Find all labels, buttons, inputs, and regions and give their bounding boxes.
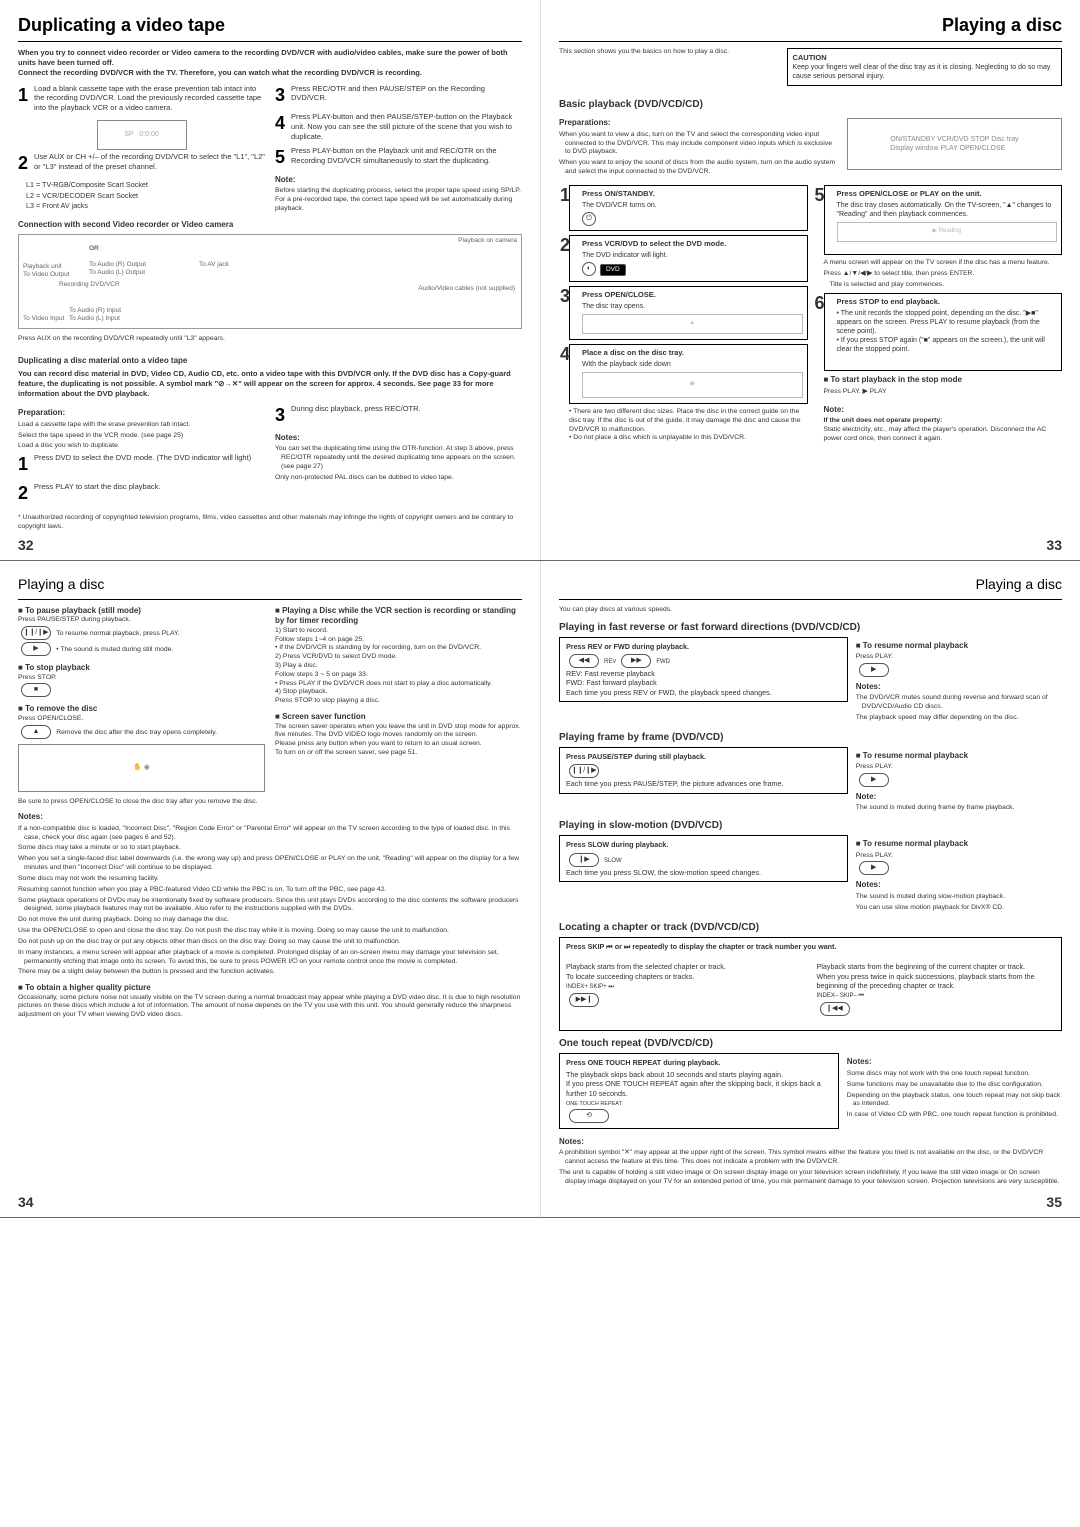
vcrdvd-icon: ◐ (582, 262, 596, 276)
intro-text: When you try to connect video recorder o… (18, 48, 522, 77)
connection-heading: Connection with second Video recorder or… (18, 220, 522, 230)
play-icon: ▶ (859, 663, 889, 677)
play-icon: ▶ (859, 773, 889, 787)
remove-disc-block: To remove the disc Press OPEN/CLOSE. ▲ R… (18, 704, 265, 791)
page-number: 32 (18, 536, 34, 554)
dup-body: You can record disc material in DVD, Vid… (18, 369, 522, 398)
page-number: 33 (1046, 536, 1062, 554)
p35-bottom-notes-label: Notes: (559, 1137, 1062, 1147)
reading-display-diagram: ▶ Reading (837, 222, 1058, 242)
onstandby-icon: ⏻ (582, 212, 596, 226)
lead-text: This section shows you the basics on how… (559, 48, 779, 92)
stop-block: To stop playback Press STOP. ■ (18, 663, 265, 698)
p34-notes-label: Notes: (18, 812, 522, 822)
scart-list: L1 = TV-RGB/Composite Scart Socket L2 = … (26, 180, 265, 210)
stop-mode-heading: ■ To start playback in the stop mode (824, 375, 1063, 385)
rev-icon: ◀◀ (569, 654, 599, 668)
prep-step-2: 2 Press PLAY to start the disc playback. (18, 482, 265, 505)
prep-notes-label: Notes: (275, 433, 522, 443)
step-panel-6: 6 Press STOP to end playback. • The unit… (824, 293, 1063, 371)
disc-remove-diagram: ✋ ◉ (18, 744, 265, 792)
p33-note-body: Static electricity, etc., may affect the… (824, 426, 1063, 444)
page-number: 35 (1046, 1193, 1062, 1211)
basic-playback-heading: Basic playback (DVD/VCD/CD) (559, 98, 1062, 111)
fast-rev-fwd-heading: Playing in fast reverse or fast forward … (559, 621, 1062, 634)
slow-panel: Press SLOW during playback. ❙▶ SLOW Each… (559, 835, 848, 882)
copyright-disclaimer: * Unauthorized recording of copyrighted … (18, 514, 522, 532)
close-tray-note: Be sure to press OPEN/CLOSE to close the… (18, 798, 265, 807)
play-icon: ▶ (21, 642, 51, 656)
step-3: 3 Press REC/OTR and then PAUSE/STEP on t… (275, 84, 522, 107)
unit-front-diagram: ON/STANDBY VCR/DVD STOP Disc tray Displa… (847, 118, 1062, 170)
step-panel-2: 2 Press VCR/DVD to select the DVD mode. … (569, 235, 808, 282)
page-34: Playing a disc To pause playback (still … (0, 561, 540, 1217)
page-33: Playing a disc This section shows you th… (540, 0, 1080, 560)
prep-step-1: 1 Press DVD to select the DVD mode. (The… (18, 453, 265, 476)
page-title: Playing a disc (18, 575, 522, 593)
frame-by-frame-heading: Playing frame by frame (DVD/VCD) (559, 731, 1062, 744)
step-panel-5: 5 Press OPEN/CLOSE or PLAY on the unit. … (824, 185, 1063, 255)
slow-motion-heading: Playing in slow-motion (DVD/VCD) (559, 819, 1062, 832)
preparations-label: Preparations: (559, 118, 839, 128)
one-touch-heading: One touch repeat (DVD/VCD/CD) (559, 1037, 1062, 1050)
prep-step-3: 3 During disc playback, press REC/OTR. (275, 404, 522, 427)
pause-step-icon: ❙❙/❙▶ (21, 626, 51, 640)
step-panel-3: 3 Press OPEN/CLOSE. The disc tray opens.… (569, 286, 808, 340)
vcr-recording-block: Playing a Disc while the VCR section is … (275, 606, 522, 706)
vcr-display-diagram: SP 0:0:00 (97, 120, 187, 150)
panel4-note: • There are two different disc sizes. Pl… (569, 408, 808, 443)
p35-bottom-notes: A prohibition symbol "✕" may appear at t… (559, 1149, 1062, 1186)
prep-heading: Preparation: (18, 408, 265, 418)
locating-heading: Locating a chapter or track (DVD/VCD/CD) (559, 921, 1062, 934)
caution-box: CAUTION Keep your fingers well clear of … (787, 48, 1062, 86)
tray-open-diagram: ▲ (582, 314, 803, 334)
step-panel-4: 4 Place a disc on the disc tray. With th… (569, 344, 808, 404)
stop-icon: ■ (21, 683, 51, 697)
connection-footer: Press AUX on the recording DVD/VCR repea… (18, 335, 522, 344)
page-title: Playing a disc (559, 14, 1062, 37)
skip-panel: Press SKIP ⏮ or ⏭ repeatedly to display … (559, 937, 1062, 1032)
skip-next-icon: ▶▶❙ (569, 993, 599, 1007)
panel5-bullets: A menu screen will appear on the TV scre… (824, 259, 1063, 289)
dup-heading: Duplicating a disc material onto a video… (18, 356, 522, 366)
page-32: Duplicating a video tape When you try to… (0, 0, 540, 560)
lead-text: You can play discs at various speeds. (559, 606, 1062, 615)
openclose-icon: ▲ (21, 725, 51, 739)
step-5: 5 Press PLAY-button on the Playback unit… (275, 146, 522, 169)
one-touch-icon: ⟲ (569, 1109, 609, 1123)
higher-quality-block: To obtain a higher quality picture Occas… (18, 983, 522, 1020)
one-touch-panel: Press ONE TOUCH REPEAT during playback. … (559, 1053, 839, 1129)
screensaver-block: Screen saver function The screen saver o… (275, 712, 522, 758)
stop-mode-body: Press PLAY. ▶ PLAY (824, 388, 1063, 397)
note-body: Before starting the duplicating process,… (275, 187, 522, 213)
p33-note-label: Note: (824, 405, 1063, 415)
step-2: 2 Use AUX or CH +/– of the recording DVD… (18, 152, 265, 175)
fwd-icon: ▶▶ (621, 654, 651, 668)
page-title: Playing a disc (559, 575, 1062, 593)
step-1: 1 Load a blank cassette tape with the er… (18, 84, 265, 113)
step-panel-1: 1 Press ON/STANDBY. The DVD/VCR turns on… (569, 185, 808, 231)
p34-notes-list: If a non-compatible disc is loaded, "Inc… (18, 825, 522, 977)
page-number: 34 (18, 1193, 34, 1211)
step-4: 4 Press PLAY-button and then PAUSE/STEP-… (275, 112, 522, 141)
note-label: Note: (275, 175, 522, 185)
slow-icon: ❙▶ (569, 853, 599, 867)
pause-step-icon: ❙❙/❙▶ (569, 764, 599, 778)
frame-panel: Press PAUSE/STEP during still playback. … (559, 747, 848, 794)
skip-prev-icon: ❙◀◀ (820, 1002, 850, 1016)
pause-block: To pause playback (still mode) Press PAU… (18, 606, 265, 657)
play-icon: ▶ (859, 861, 889, 875)
page-35: Playing a disc You can play discs at var… (540, 561, 1080, 1217)
disc-insert-diagram: ◉ (582, 372, 803, 398)
connection-diagram: Playback on camera OR Playback unit To V… (18, 234, 522, 329)
page-title: Duplicating a video tape (18, 14, 522, 37)
rev-fwd-panel: Press REV or FWD during playback. ◀◀ REV… (559, 637, 848, 702)
